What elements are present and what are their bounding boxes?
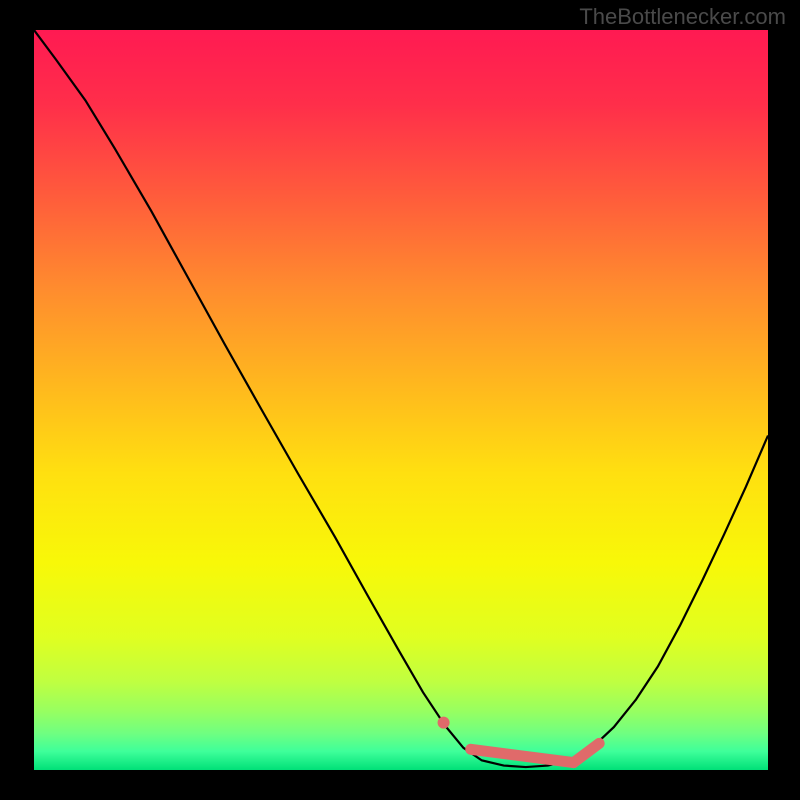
marker-segment xyxy=(573,743,599,762)
bottleneck-curve xyxy=(34,30,768,767)
curve-layer xyxy=(34,30,768,770)
plot-area xyxy=(34,30,768,770)
watermark-text: TheBottlenecker.com xyxy=(579,4,786,30)
chart-container: TheBottlenecker.com xyxy=(0,0,800,800)
marker-dot xyxy=(438,717,450,729)
